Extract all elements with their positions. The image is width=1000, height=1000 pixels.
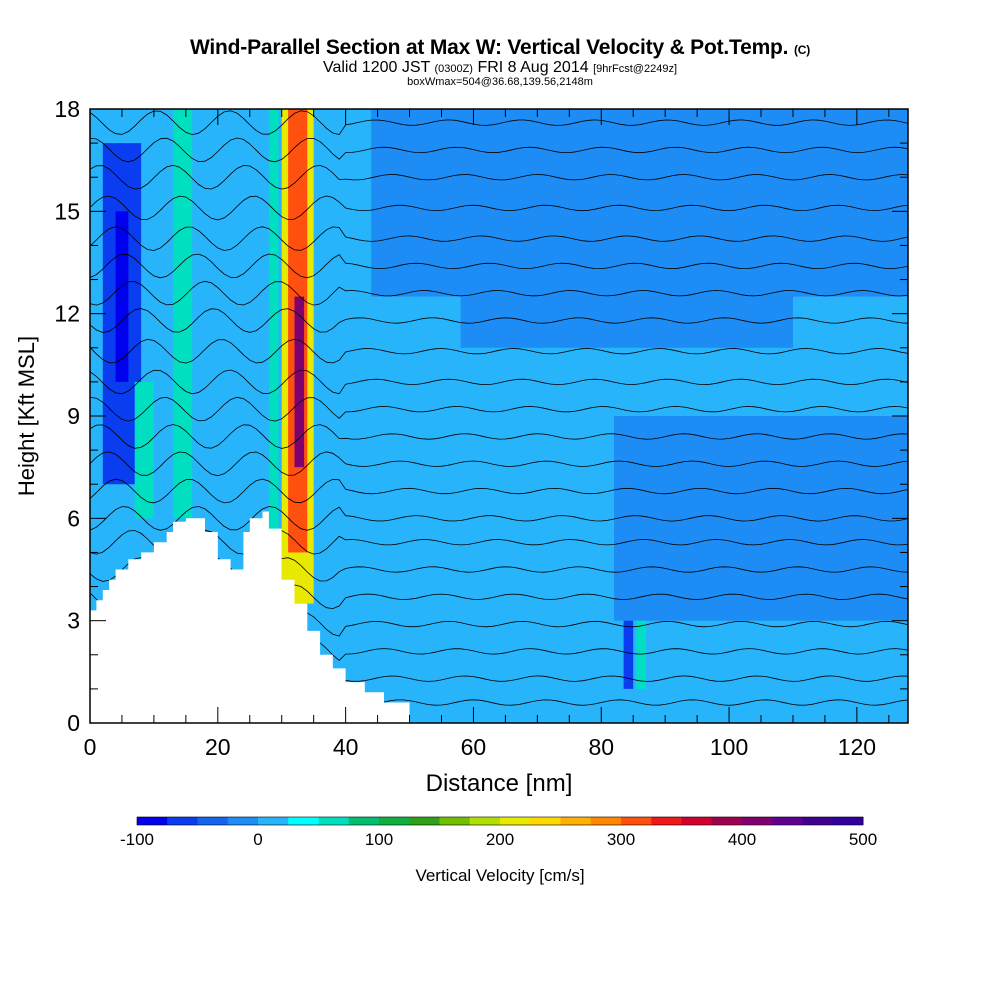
colorbar-tick-label-400: 400 bbox=[728, 830, 756, 849]
y-axis-label: Height [Kft MSL] bbox=[14, 336, 39, 496]
y-tick-label-9: 9 bbox=[67, 403, 80, 429]
x-axis-label: Distance [nm] bbox=[426, 770, 573, 797]
isentrope-line-39 bbox=[90, 424, 908, 449]
colorbar-swatch-12 bbox=[500, 817, 531, 825]
colorbar-swatch-19 bbox=[711, 817, 743, 825]
box-wmax-line: boxWmax=504@36.68,139.56,2148m bbox=[407, 76, 593, 88]
isentrope-line-42 bbox=[90, 338, 908, 364]
x-tick-label-40: 40 bbox=[333, 734, 359, 760]
colorbar-swatch-4 bbox=[258, 817, 289, 825]
y-tick-label-15: 15 bbox=[54, 198, 80, 224]
velocity-cell-4 bbox=[614, 416, 908, 621]
velocity-cell-6 bbox=[115, 211, 129, 382]
isentrope-line-45 bbox=[90, 253, 908, 279]
terrain-mask bbox=[90, 511, 410, 723]
isentrope-line-48 bbox=[90, 164, 908, 190]
isentrope-line-47 bbox=[90, 195, 908, 221]
colorbar: -100 0 100 200 300 400 500 bbox=[120, 816, 877, 849]
isentrope-line-50 bbox=[90, 110, 908, 136]
colorbar-swatch-18 bbox=[681, 817, 713, 825]
colorbar-frame bbox=[136, 816, 864, 826]
colorbar-swatch-21 bbox=[772, 817, 803, 825]
colorbar-swatch-6 bbox=[318, 817, 350, 825]
x-tick-label-80: 80 bbox=[588, 734, 614, 760]
colorbar-swatch-0 bbox=[137, 817, 168, 825]
velocity-cell-8 bbox=[173, 109, 193, 519]
colorbar-swatch-11 bbox=[469, 817, 501, 825]
colorbar-swatch-3 bbox=[227, 817, 259, 825]
x-tick-label-120: 120 bbox=[838, 734, 876, 760]
colorbar-tick-label-200: 200 bbox=[486, 830, 514, 849]
x-tick-label-0: 0 bbox=[84, 734, 97, 760]
isentrope-line-49 bbox=[90, 137, 908, 163]
isentrope-line-46 bbox=[90, 226, 908, 251]
isentrope-line-44 bbox=[90, 280, 908, 306]
velocity-cell-7 bbox=[134, 381, 154, 519]
x-tick-label-60: 60 bbox=[461, 734, 487, 760]
isentrope-line-36 bbox=[90, 506, 908, 531]
terrain-shape bbox=[90, 511, 410, 723]
colorbar-swatch-9 bbox=[409, 817, 440, 825]
y-tick-label-3: 3 bbox=[67, 608, 80, 634]
velocity-cell-12 bbox=[294, 296, 305, 468]
colorbar-swatch-22 bbox=[802, 817, 834, 825]
colorbar-swatch-5 bbox=[288, 817, 319, 825]
isentrope-line-40 bbox=[90, 396, 908, 422]
valid-time-line: Valid 1200 JST (0300Z) FRI 8 Aug 2014 [9… bbox=[0, 59, 1000, 77]
velocity-cell-14 bbox=[636, 620, 646, 689]
isentrope-line-41 bbox=[90, 369, 908, 395]
chart-title: Wind-Parallel Section at Max W: Vertical… bbox=[0, 36, 1000, 60]
velocity-cell-9 bbox=[268, 109, 279, 621]
forecast-info: [9hrFcst@2249z] bbox=[593, 63, 678, 75]
isentrope-line-43 bbox=[90, 308, 908, 333]
colorbar-label: Vertical Velocity [cm/s] bbox=[415, 866, 584, 885]
velocity-cell-3 bbox=[460, 262, 793, 348]
x-axis: 0 20 40 60 80 100 120 bbox=[84, 109, 890, 760]
colorbar-swatch-17 bbox=[651, 817, 682, 825]
colorbar-swatch-1 bbox=[167, 817, 198, 825]
colorbar-tick-label-500: 500 bbox=[849, 830, 877, 849]
colorbar-tick-label-0: 0 bbox=[253, 830, 262, 849]
colorbar-tick-label-100: 100 bbox=[365, 830, 393, 849]
valid-date: FRI 8 Aug 2014 bbox=[477, 59, 589, 76]
colorbar-swatch-23 bbox=[832, 817, 864, 825]
y-axis: 0 3 6 9 12 15 18 bbox=[54, 96, 908, 736]
y-tick-label-6: 6 bbox=[67, 505, 80, 531]
valid-utc: (0300Z) bbox=[434, 63, 473, 75]
colorbar-swatch-13 bbox=[530, 817, 561, 825]
y-tick-label-12: 12 bbox=[54, 301, 80, 327]
colorbar-swatch-2 bbox=[197, 817, 229, 825]
isentrope-line-35 bbox=[90, 529, 908, 555]
x-tick-label-100: 100 bbox=[710, 734, 748, 760]
x-tick-label-20: 20 bbox=[205, 734, 231, 760]
y-tick-label-0: 0 bbox=[67, 710, 80, 736]
chart-title-text: Wind-Parallel Section at Max W: Vertical… bbox=[189, 36, 789, 59]
isentrope-line-38 bbox=[90, 451, 908, 477]
colorbar-swatch-10 bbox=[439, 817, 471, 825]
isentrope-line-37 bbox=[90, 478, 908, 504]
colorbar-tick-label--100: -100 bbox=[120, 830, 154, 849]
colorbar-swatch-16 bbox=[621, 817, 652, 825]
colorbar-swatch-15 bbox=[590, 817, 622, 825]
copyright-mark: (C) bbox=[793, 43, 811, 57]
valid-prefix: Valid 1200 JST bbox=[322, 59, 430, 76]
colorbar-swatch-7 bbox=[348, 817, 380, 825]
colorbar-swatch-14 bbox=[560, 817, 592, 825]
colorbar-swatch-20 bbox=[742, 817, 773, 825]
colorbar-tick-label-300: 300 bbox=[607, 830, 635, 849]
y-tick-label-18: 18 bbox=[54, 96, 80, 122]
colorbar-swatch-8 bbox=[379, 817, 410, 825]
velocity-cell-13 bbox=[623, 620, 634, 689]
